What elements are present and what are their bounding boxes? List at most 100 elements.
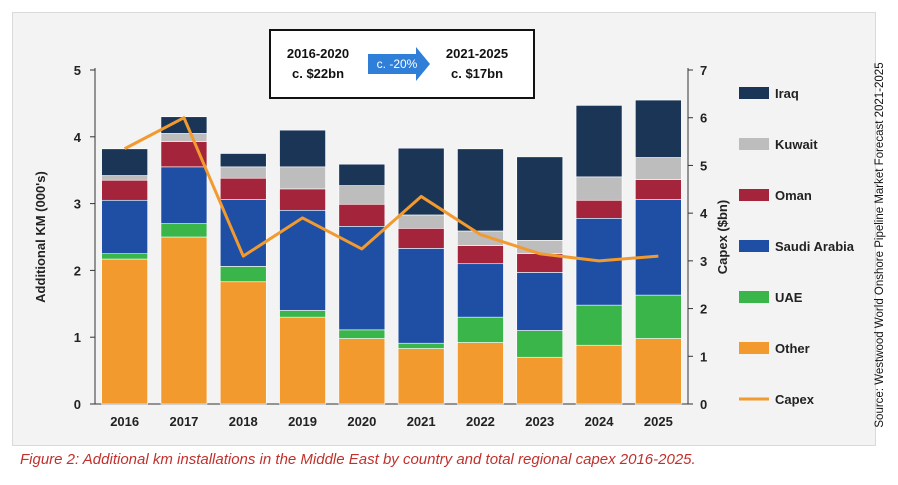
- left-axis-tick-label: 5: [74, 63, 81, 78]
- x-axis-tick-label: 2017: [169, 414, 198, 429]
- bar-kuwait-2024: [575, 176, 623, 201]
- x-axis-tick-label: 2021: [407, 414, 436, 429]
- bar-saudi-arabia-2022: [457, 263, 504, 318]
- right-axis-tick-label: 4: [700, 206, 708, 221]
- bar-kuwait-2021: [397, 214, 445, 229]
- callout-box: [269, 29, 535, 99]
- legend: Iraq Kuwait Oman Saudi Arabia UAE Other Capex: [739, 86, 855, 407]
- x-axis-tick-label: 2019: [288, 414, 317, 429]
- legend-swatch-uae: [739, 291, 769, 303]
- bar-iraq-2018: [219, 153, 267, 168]
- x-axis-tick-label: 2020: [347, 414, 376, 429]
- bar-iraq-2022: [457, 148, 504, 232]
- right-axis-tick-label: 0: [700, 397, 707, 412]
- left-axis-tick-label: 0: [74, 397, 81, 412]
- stacked-bars: [101, 99, 682, 405]
- bar-iraq-2024: [575, 105, 623, 178]
- callout-left-value: c. $22bn: [292, 66, 344, 81]
- bar-uae-2021: [397, 342, 445, 349]
- bar-other-2018: [219, 281, 267, 405]
- left-axis-tick-label: 1: [74, 330, 81, 345]
- bar-kuwait-2017: [160, 133, 208, 142]
- bar-iraq-2020: [338, 163, 386, 186]
- bar-oman-2024: [575, 199, 623, 219]
- x-axis-tick-label: 2024: [585, 414, 615, 429]
- callout-right-value: c. $17bn: [451, 66, 503, 81]
- bar-iraq-2016: [101, 148, 148, 176]
- bar-iraq-2019: [279, 129, 326, 168]
- right-axis-tick-label: 7: [700, 63, 707, 78]
- legend-swatch-other: [739, 342, 769, 354]
- bar-other-2021: [397, 348, 445, 405]
- bar-iraq-2023: [516, 156, 564, 241]
- callout-right-period: 2021-2025: [446, 46, 508, 61]
- bar-oman-2016: [101, 179, 148, 201]
- bar-saudi-arabia-2023: [516, 272, 564, 331]
- bar-uae-2020: [338, 329, 386, 339]
- bar-kuwait-2018: [219, 166, 267, 179]
- callout-change: c. -20%: [377, 57, 418, 71]
- y-axis-title: Additional KM (000's): [33, 171, 48, 303]
- bar-kuwait-2025: [635, 157, 682, 180]
- left-axis-tick-label: 4: [74, 130, 82, 145]
- right-axis-tick-label: 1: [700, 349, 707, 364]
- bar-oman-2018: [219, 177, 267, 200]
- right-axis-tick-label: 2: [700, 302, 707, 317]
- x-axis-tick-label: 2023: [525, 414, 554, 429]
- bar-uae-2023: [516, 330, 564, 358]
- legend-swatch-oman: [739, 189, 769, 201]
- legend-swatch-saudi-arabia: [739, 240, 769, 252]
- bar-other-2023: [516, 356, 564, 405]
- bar-other-2025: [635, 338, 682, 405]
- bar-uae-2017: [160, 223, 208, 238]
- right-axis-tick-label: 5: [700, 158, 707, 173]
- bar-iraq-2021: [397, 147, 445, 216]
- left-axis-tick-label: 2: [74, 263, 81, 278]
- y2-axis-title: Capex ($bn): [715, 200, 730, 274]
- bar-other-2024: [575, 344, 623, 405]
- callout-arrow-icon: [368, 47, 430, 81]
- bar-oman-2022: [457, 245, 504, 265]
- bar-saudi-arabia-2017: [160, 166, 208, 224]
- bar-saudi-arabia-2016: [101, 199, 148, 254]
- legend-label-uae: UAE: [775, 290, 803, 305]
- bar-uae-2024: [575, 304, 623, 346]
- bar-kuwait-2016: [101, 175, 148, 181]
- capex-line-layer: [123, 116, 659, 263]
- legend-swatch-iraq: [739, 87, 769, 99]
- x-axis-tick-label: 2022: [466, 414, 495, 429]
- bar-oman-2020: [338, 203, 386, 227]
- legend-swatch-kuwait: [739, 138, 769, 150]
- legend-label-iraq: Iraq: [775, 86, 799, 101]
- bar-oman-2025: [635, 179, 682, 200]
- bar-other-2020: [338, 338, 386, 405]
- callout-left-period: 2016-2020: [287, 46, 349, 61]
- bar-uae-2018: [219, 266, 267, 283]
- bar-iraq-2025: [635, 99, 682, 158]
- legend-label-oman: Oman: [775, 188, 812, 203]
- bar-saudi-arabia-2021: [397, 248, 445, 344]
- x-axis-tick-label: 2018: [229, 414, 258, 429]
- axes: 0 1 2 3 4 5 0 1 2 3 4 5 6 7 Additional KM (000's) Capex…: [33, 63, 730, 429]
- bar-kuwait-2020: [338, 185, 386, 205]
- bar-uae-2019: [279, 310, 326, 318]
- capex-line: [123, 116, 659, 263]
- bar-other-2019: [279, 316, 326, 405]
- bar-other-2017: [160, 236, 208, 405]
- legend-label-kuwait: Kuwait: [775, 137, 818, 152]
- right-axis-tick-label: 6: [700, 111, 707, 126]
- bar-saudi-arabia-2020: [338, 226, 386, 331]
- bar-other-2016: [101, 258, 148, 405]
- figure-caption: Figure 2: Additional km installations in…: [20, 451, 696, 468]
- bar-kuwait-2019: [279, 166, 326, 190]
- legend-label-saudi-arabia: Saudi Arabia: [775, 239, 855, 254]
- bar-oman-2021: [397, 228, 445, 249]
- source-note: Source: Westwood World Onshore Pipeline …: [874, 62, 886, 428]
- right-axis-tick-label: 3: [700, 254, 707, 269]
- bar-uae-2016: [101, 253, 148, 260]
- bar-other-2022: [457, 342, 504, 405]
- legend-label-other: Other: [775, 341, 810, 356]
- legend-label-capex: Capex: [775, 392, 815, 407]
- bar-uae-2022: [457, 316, 504, 343]
